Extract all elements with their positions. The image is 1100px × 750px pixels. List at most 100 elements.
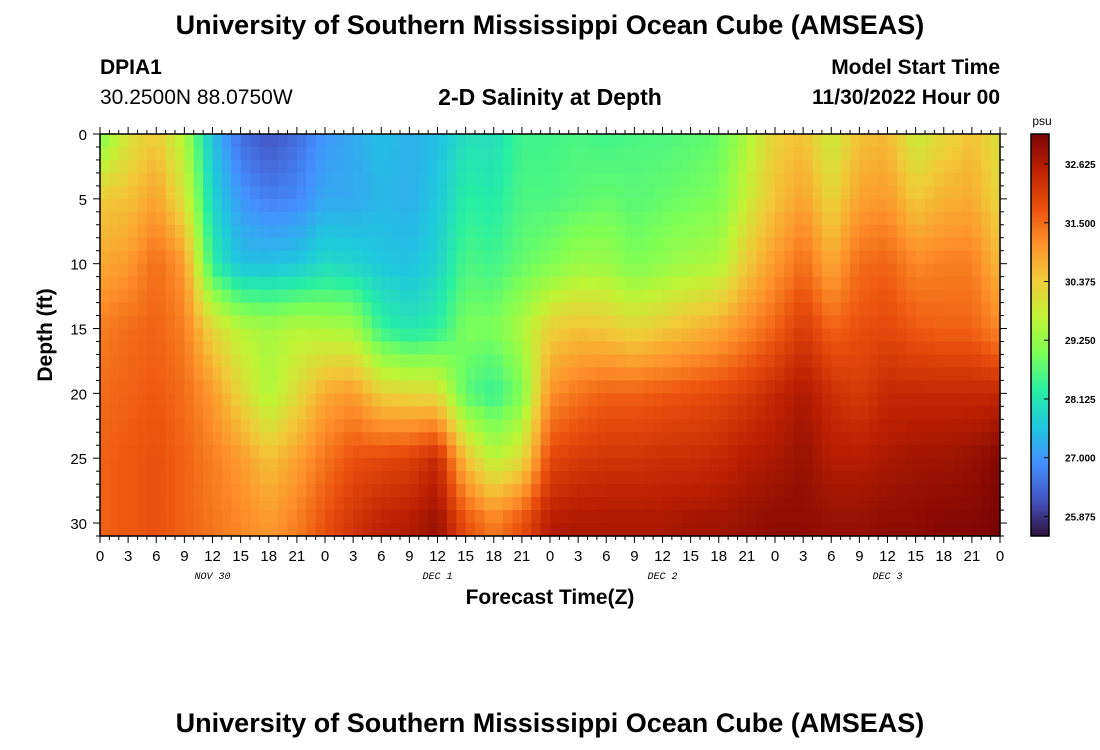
heat-cell (484, 341, 495, 356)
heat-cell (315, 224, 326, 239)
heat-cell (334, 146, 345, 161)
heat-cell (146, 146, 157, 161)
heat-cell (568, 172, 579, 187)
heat-cell (315, 484, 326, 498)
heat-cell (315, 406, 326, 420)
heat-cell (550, 484, 560, 498)
heat-cell (793, 211, 804, 226)
heat-cell (690, 393, 701, 407)
heat-cell (700, 445, 710, 459)
heat-cell (971, 432, 982, 446)
heat-cell (775, 432, 785, 446)
heat-cell (503, 510, 514, 524)
heat-cell (859, 445, 870, 459)
y-tick-label: 10 (70, 257, 87, 274)
heat-cell (203, 341, 214, 356)
heat-cell (362, 497, 373, 511)
heat-cell (775, 458, 785, 472)
heat-cell (737, 146, 748, 161)
heat-cell (484, 250, 495, 265)
x-tick-label: 9 (180, 548, 188, 565)
heat-cell (709, 146, 720, 161)
heat-cell (296, 419, 307, 433)
heat-cell (306, 328, 317, 343)
heat-cell (400, 250, 410, 265)
heat-cell (409, 224, 420, 239)
heat-cell (718, 510, 729, 524)
heat-cell (915, 419, 926, 433)
heat-cell (821, 328, 832, 343)
heat-cell (700, 276, 710, 291)
heat-cell (765, 146, 776, 161)
heat-cell (278, 445, 289, 459)
heat-cell (231, 302, 242, 317)
heat-cell (821, 523, 832, 537)
heat-cell (821, 159, 832, 174)
heat-cell (493, 367, 504, 381)
heat-cell (896, 185, 907, 200)
heat-cell (118, 289, 129, 304)
heat-cell (390, 497, 401, 511)
heat-cell (231, 432, 242, 446)
heat-cell (878, 510, 889, 524)
heat-cell (278, 393, 289, 407)
heat-cell (231, 198, 242, 213)
heat-cell (315, 315, 326, 330)
heat-cell (118, 445, 129, 459)
heat-cell (737, 523, 748, 537)
heat-cell (859, 484, 870, 498)
heat-cell (381, 289, 392, 304)
heat-cell (625, 445, 635, 459)
heat-cell (475, 146, 485, 161)
heat-cell (446, 134, 457, 148)
heat-cell (390, 458, 401, 472)
heat-cell (615, 302, 626, 317)
heat-cell (193, 159, 204, 174)
heat-cell (596, 159, 607, 174)
heat-cell (587, 172, 598, 187)
heat-cell (418, 497, 429, 511)
heat-cell (943, 315, 954, 330)
heat-cell (971, 523, 982, 537)
heat-cell (456, 198, 467, 213)
heat-cell (531, 458, 542, 472)
heat-cell (212, 497, 223, 511)
heat-cell (550, 523, 560, 537)
heat-cell (896, 224, 907, 239)
heat-cell (512, 250, 523, 265)
heat-cell (568, 458, 579, 472)
heat-cell (925, 224, 935, 239)
heat-cell (784, 328, 795, 343)
heat-cell (287, 458, 298, 472)
heat-cell (100, 445, 110, 459)
heat-cell (990, 471, 1001, 485)
heat-cell (784, 380, 795, 394)
heat-cell (306, 445, 317, 459)
heat-cell (662, 458, 673, 472)
heat-cell (625, 393, 635, 407)
heat-cell (193, 445, 204, 459)
heat-cell (146, 380, 157, 394)
heat-cell (446, 419, 457, 433)
heat-cell (625, 471, 635, 485)
heat-cell (212, 406, 223, 420)
heat-cell (784, 224, 795, 239)
heat-cell (784, 406, 795, 420)
heat-cell (906, 523, 917, 537)
heat-cell (418, 224, 429, 239)
heat-cell (493, 354, 504, 369)
heat-cell (850, 471, 860, 485)
heat-cell (756, 497, 767, 511)
heat-cell (100, 341, 110, 356)
heat-cell (596, 341, 607, 356)
heat-cell (859, 224, 870, 239)
heat-cell (446, 237, 457, 252)
heat-cell (109, 458, 120, 472)
heat-cell (625, 432, 635, 446)
heat-cell (540, 134, 551, 148)
heat-cell (240, 237, 251, 252)
heat-cell (953, 328, 964, 343)
heat-cell (934, 315, 945, 330)
heat-cell (878, 237, 889, 252)
heat-cell (175, 445, 185, 459)
